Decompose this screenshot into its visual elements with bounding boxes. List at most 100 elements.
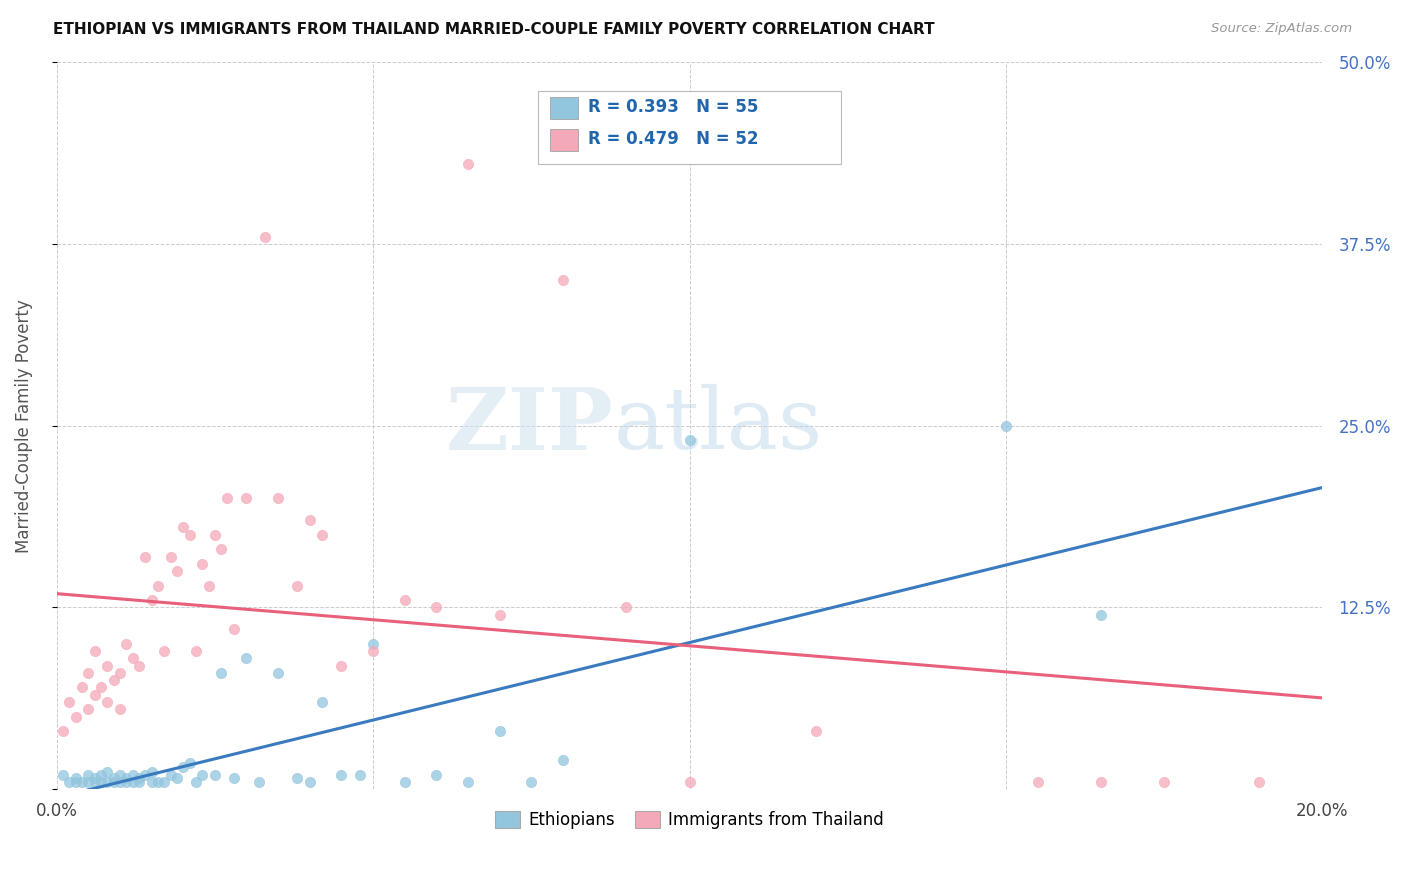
- Point: [121, 767, 143, 781]
- Point: [267, 491, 290, 506]
- Point: [551, 753, 574, 767]
- Point: [235, 491, 257, 506]
- FancyBboxPatch shape: [550, 129, 578, 151]
- Point: [209, 665, 232, 680]
- Text: R = 0.393   N = 55: R = 0.393 N = 55: [588, 98, 759, 116]
- Point: [267, 665, 290, 680]
- Point: [166, 771, 188, 785]
- Point: [153, 644, 176, 658]
- Point: [222, 622, 245, 636]
- Point: [191, 767, 214, 781]
- Point: [209, 542, 232, 557]
- Point: [58, 775, 80, 789]
- Point: [330, 658, 353, 673]
- Point: [128, 775, 150, 789]
- Point: [153, 775, 176, 789]
- Text: ETHIOPIAN VS IMMIGRANTS FROM THAILAND MARRIED-COUPLE FAMILY POVERTY CORRELATION : ETHIOPIAN VS IMMIGRANTS FROM THAILAND MA…: [53, 22, 935, 37]
- Point: [166, 564, 188, 578]
- Point: [77, 775, 100, 789]
- Point: [361, 644, 384, 658]
- Point: [159, 549, 181, 564]
- Point: [121, 775, 143, 789]
- Legend: Ethiopians, Immigrants from Thailand: Ethiopians, Immigrants from Thailand: [488, 804, 890, 836]
- Point: [108, 702, 131, 716]
- Point: [804, 724, 827, 739]
- Point: [217, 491, 239, 506]
- Point: [311, 527, 333, 541]
- Point: [103, 771, 125, 785]
- Point: [96, 775, 118, 789]
- Point: [96, 764, 118, 779]
- Point: [115, 637, 138, 651]
- Point: [70, 775, 93, 789]
- Point: [994, 418, 1017, 433]
- Point: [83, 688, 105, 702]
- Point: [65, 709, 87, 723]
- Point: [83, 771, 105, 785]
- Point: [457, 157, 479, 171]
- Point: [247, 775, 270, 789]
- Point: [128, 771, 150, 785]
- Point: [330, 767, 353, 781]
- Point: [141, 775, 163, 789]
- Point: [96, 658, 118, 673]
- Point: [254, 229, 277, 244]
- Point: [285, 771, 308, 785]
- Point: [179, 527, 201, 541]
- Point: [349, 767, 371, 781]
- Point: [204, 527, 226, 541]
- Point: [425, 767, 447, 781]
- Y-axis label: Married-Couple Family Poverty: Married-Couple Family Poverty: [15, 299, 32, 552]
- Point: [1090, 775, 1112, 789]
- Point: [108, 665, 131, 680]
- FancyBboxPatch shape: [550, 97, 578, 119]
- Point: [52, 767, 75, 781]
- Point: [115, 775, 138, 789]
- Point: [488, 724, 510, 739]
- Point: [488, 607, 510, 622]
- Point: [159, 767, 181, 781]
- Point: [141, 764, 163, 779]
- Point: [678, 434, 700, 448]
- Point: [146, 579, 169, 593]
- Point: [191, 557, 214, 571]
- Point: [457, 775, 479, 789]
- Point: [1249, 775, 1271, 789]
- Point: [184, 644, 207, 658]
- Point: [172, 520, 194, 534]
- Point: [311, 695, 333, 709]
- Point: [58, 695, 80, 709]
- Text: R = 0.479   N = 52: R = 0.479 N = 52: [588, 130, 759, 148]
- Point: [394, 775, 416, 789]
- Point: [184, 775, 207, 789]
- Text: atlas: atlas: [613, 384, 823, 467]
- Point: [179, 756, 201, 770]
- FancyBboxPatch shape: [537, 91, 841, 164]
- Point: [285, 579, 308, 593]
- Point: [394, 593, 416, 607]
- Point: [678, 775, 700, 789]
- Point: [83, 644, 105, 658]
- Point: [197, 579, 219, 593]
- Point: [298, 775, 321, 789]
- Point: [551, 273, 574, 287]
- Point: [77, 767, 100, 781]
- Point: [70, 681, 93, 695]
- Point: [121, 651, 143, 665]
- Point: [614, 600, 637, 615]
- Point: [52, 724, 75, 739]
- Point: [1153, 775, 1175, 789]
- Point: [222, 771, 245, 785]
- Point: [134, 767, 156, 781]
- Point: [204, 767, 226, 781]
- Point: [1090, 607, 1112, 622]
- Point: [134, 549, 156, 564]
- Text: Source: ZipAtlas.com: Source: ZipAtlas.com: [1212, 22, 1353, 36]
- Point: [90, 767, 112, 781]
- Point: [77, 665, 100, 680]
- Point: [115, 771, 138, 785]
- Point: [128, 658, 150, 673]
- Point: [103, 673, 125, 688]
- Text: ZIP: ZIP: [446, 384, 613, 467]
- Point: [172, 760, 194, 774]
